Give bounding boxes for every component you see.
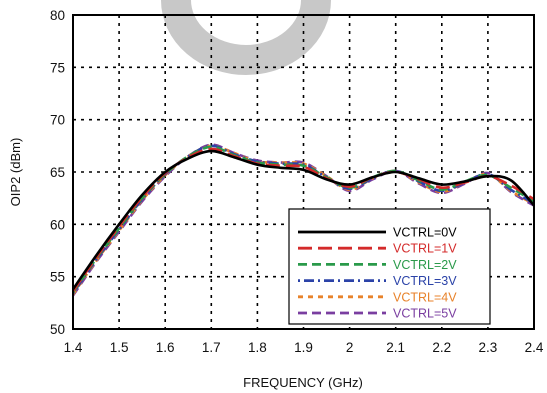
x-tick-label: 1.5 [110,340,129,355]
series-line-vctrl-0v [71,149,535,290]
legend-label: VCTRL=4V [393,290,457,304]
x-tick-labels: 1.4 1.5 1.6 1.7 1.8 1.9 2 2.1 2.2 2.3 2.4 [64,340,544,355]
y-tick-label: 65 [50,165,65,180]
x-tick-label: 1.4 [64,340,83,355]
legend-box [288,208,491,325]
x-axis-title: FREQUENCY (GHz) [243,375,363,390]
legend: VCTRL=0V VCTRL=1V VCTRL=2V VCTRL=3V VCTRL=4V… [288,208,491,325]
x-tick-label: 1.6 [156,340,175,355]
x-tick-label: 2.4 [525,340,544,355]
legend-label: VCTRL=2V [393,258,457,272]
legend-label: VCTRL=1V [393,242,457,256]
gray-arc-decoration [161,0,331,75]
legend-label: VCTRL=3V [393,274,457,288]
y-tick-label: 70 [50,113,65,128]
y-tick-label: 50 [50,322,65,337]
x-tick-label: 1.8 [248,340,267,355]
x-tick-label: 2 [346,340,354,355]
plot-frame [72,14,535,330]
y-axis-title: OIP2 (dBm) [8,138,23,207]
legend-label: VCTRL=5V [393,307,457,321]
x-tick-label: 2.1 [386,340,405,355]
y-tick-label: 75 [50,60,65,75]
x-tick-label: 2.3 [479,340,498,355]
x-tick-label: 1.9 [294,340,313,355]
y-tick-labels: 50 55 60 65 70 75 80 [50,8,65,337]
x-tick-label: 1.7 [202,340,221,355]
y-tick-label: 55 [50,270,65,285]
y-tick-label: 60 [50,217,65,232]
y-tick-label: 80 [50,8,65,23]
series-layer [71,143,535,297]
x-tick-label: 2.2 [432,340,451,355]
legend-label: VCTRL=0V [393,226,457,240]
